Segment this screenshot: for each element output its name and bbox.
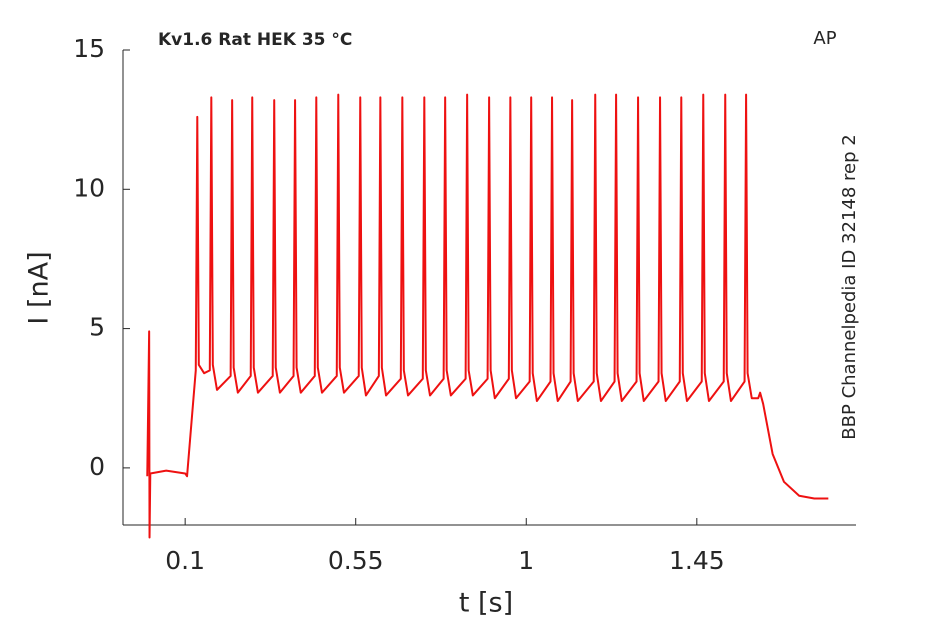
y-tick-label: 5 <box>89 313 105 342</box>
side-label: BBP Channelpedia ID 32148 rep 2 <box>839 134 860 439</box>
chart-title: Kv1.6 Rat HEK 35 °C <box>158 30 352 50</box>
y-tick-label: 10 <box>73 173 105 202</box>
y-tick-label: 0 <box>89 452 105 481</box>
x-tick-label: 0.1 <box>165 546 205 575</box>
trace <box>146 93 829 539</box>
x-tick-label: 1 <box>518 546 534 575</box>
annotation: AP <box>813 28 836 49</box>
x-tick-label: 0.55 <box>328 546 384 575</box>
y-axis-label: I [nA] <box>24 251 55 324</box>
y-tick-label: 15 <box>73 34 105 63</box>
x-axis-label: t [s] <box>459 588 513 619</box>
x-tick-label: 1.45 <box>669 546 725 575</box>
